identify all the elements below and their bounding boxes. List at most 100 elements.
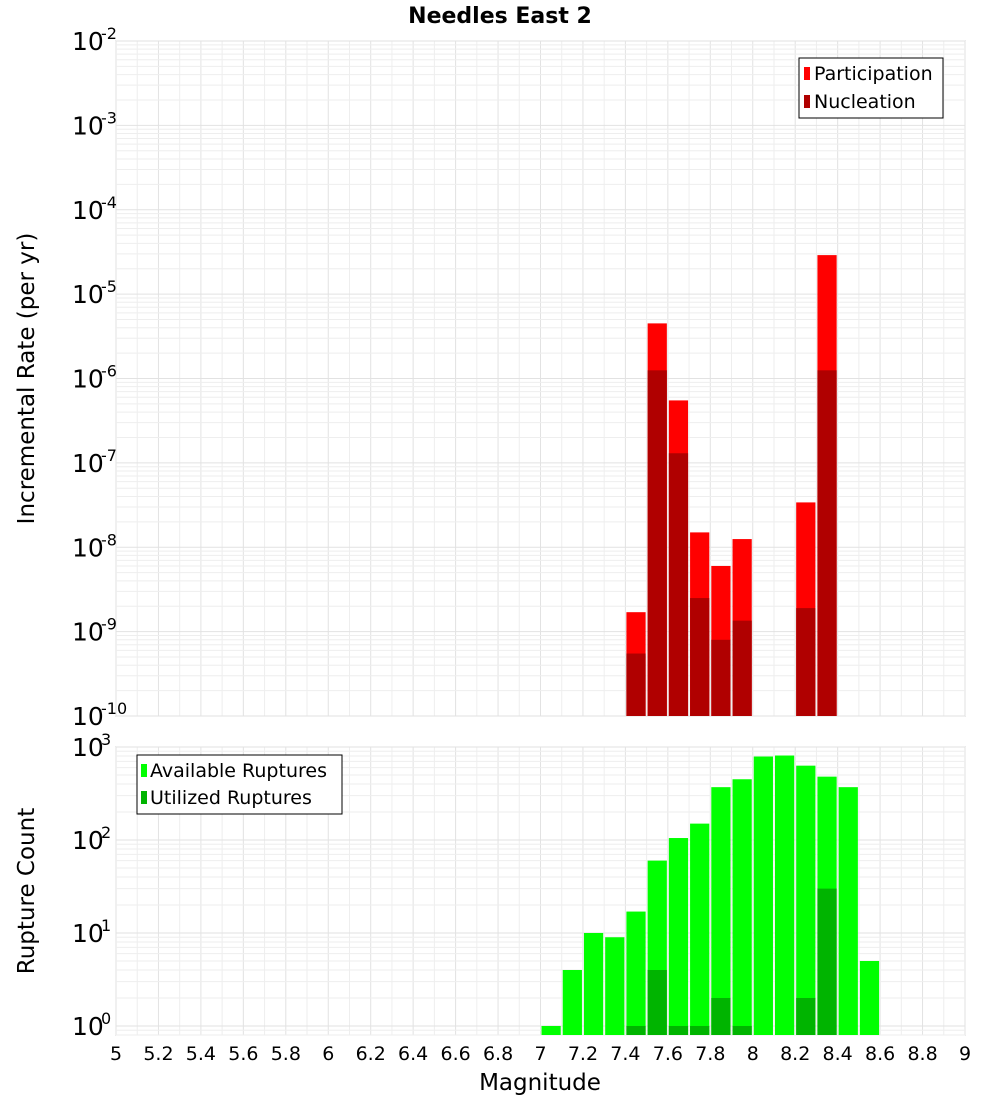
y-tick-label: 10-2 [72,24,117,56]
y-tick-label: 10-6 [72,362,117,394]
available-bar [753,756,773,1035]
available-bar [732,779,752,1035]
available-legend-label: Available Ruptures [150,760,327,782]
available-bar [605,937,625,1035]
y-tick-exponent: -10 [101,699,127,718]
y-tick-base: 10 [72,533,104,562]
y-tick-label: 10-10 [72,699,127,731]
magnitude-x-ticks: 5 5.2 5.4 5.6 5.8 6 6.2 6.4 6.6 6.8 7 7.2 7.4 7.6 7.8 8… [110,1043,971,1065]
utilized-bar [711,997,731,1035]
utilized-legend-swatch [141,791,147,804]
y-tick-base: 10 [72,196,104,225]
nucleation-bar [796,608,816,716]
x-tick-label: 5 [110,1043,122,1065]
count-grid [115,746,966,1036]
x-tick-label: 7.6 [653,1043,683,1065]
y-tick-exponent: -6 [101,362,117,381]
rate-bars [626,255,837,716]
nucleation-bar [690,598,710,716]
y-tick-label: 101 [72,916,111,948]
nucleation-legend-label: Nucleation [814,91,916,113]
y-tick-label: 10-5 [72,277,117,309]
available-bar [838,787,858,1035]
y-tick-label: 10-8 [72,530,117,562]
utilized-bar [668,1025,689,1035]
utilized-bar [732,1025,752,1035]
x-tick-label: 8.4 [823,1043,853,1065]
nucleation-bar [668,453,689,716]
x-tick-label: 7.2 [568,1043,598,1065]
participation-legend-swatch [804,67,810,80]
rate-y-axis-label: Incremental Rate (per yr) [14,233,40,525]
x-tick-label: 5.4 [186,1043,216,1065]
x-tick-label: 9 [959,1043,971,1065]
y-tick-exponent: 2 [101,823,111,842]
y-tick-exponent: 0 [101,1009,111,1028]
count-y-axis-label: Rupture Count [14,808,40,974]
x-tick-label: 8.6 [865,1043,895,1065]
x-tick-label: 5.6 [228,1043,258,1065]
utilized-bar [690,1025,710,1035]
y-tick-base: 10 [72,365,104,394]
y-tick-exponent: 3 [101,730,111,749]
participation-legend-label: Participation [814,63,933,85]
available-bar [711,787,731,1035]
y-tick-base: 10 [72,702,104,731]
rate-legend: Participation Nucleation [798,57,944,119]
available-bar [796,765,816,1035]
nucleation-bar [817,370,837,716]
count-legend-box [136,754,343,815]
y-tick-exponent: -8 [101,530,117,549]
y-tick-exponent: -9 [101,615,117,634]
utilized-bar [817,888,837,1035]
y-tick-exponent: -7 [101,446,117,465]
y-tick-exponent: -2 [101,24,117,43]
y-tick-label: 10-3 [72,108,117,140]
available-bar [626,911,646,1035]
x-tick-label: 8.2 [780,1043,810,1065]
y-tick-exponent: 1 [101,916,111,935]
available-bar [859,960,880,1035]
nucleation-bar [732,620,752,716]
y-tick-label: 102 [72,823,111,855]
y-tick-label: 100 [72,1009,111,1041]
utilized-bar [796,997,816,1035]
utilized-bar [626,1025,646,1035]
utilized-bar [647,969,667,1035]
available-bar [562,969,582,1035]
y-tick-exponent: -5 [101,277,117,296]
x-tick-label: 7.4 [610,1043,640,1065]
x-tick-label: 7 [534,1043,546,1065]
available-legend-swatch [141,764,147,777]
chart-title: Needles East 2 [408,4,592,29]
available-bar [690,823,710,1035]
available-bar [668,838,689,1035]
y-tick-exponent: -3 [101,108,117,127]
y-tick-base: 10 [72,733,104,762]
count-bars [541,755,880,1035]
nucleation-bar [626,653,646,716]
y-tick-base: 10 [72,919,104,948]
x-tick-label: 8.8 [907,1043,937,1065]
x-tick-label: 5.8 [271,1043,301,1065]
y-tick-base: 10 [72,111,104,140]
x-tick-label: 6.4 [398,1043,428,1065]
y-tick-base: 10 [72,1012,104,1041]
x-tick-label: 6.6 [440,1043,470,1065]
y-tick-base: 10 [72,826,104,855]
y-tick-label: 10-4 [72,193,117,225]
x-tick-label: 6.2 [356,1043,386,1065]
y-tick-base: 10 [72,449,104,478]
y-tick-base: 10 [72,280,104,309]
x-tick-label: 5.2 [143,1043,173,1065]
available-bar [583,932,604,1035]
y-tick-label: 10-9 [72,615,117,647]
x-tick-label: 6.8 [483,1043,513,1065]
x-tick-label: 7.8 [695,1043,725,1065]
x-tick-label: 6 [322,1043,334,1065]
